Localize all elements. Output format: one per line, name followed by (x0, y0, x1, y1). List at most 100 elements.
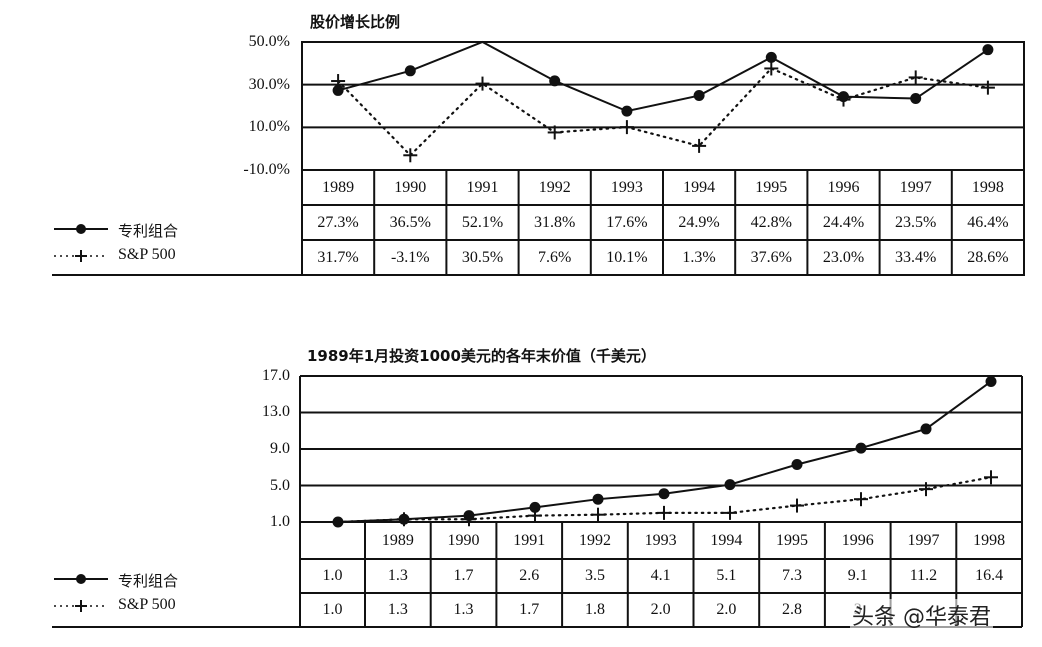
legend-patent-marker (52, 222, 112, 236)
legend-sp-label: S&P 500 (118, 246, 176, 263)
legend-sp-marker-bottom (52, 599, 112, 613)
dotted-plus-marker-icon (54, 250, 108, 262)
top-baseline-divider (52, 274, 1024, 276)
bottom-ytick-13: 13.0 (262, 403, 290, 420)
circle-marker-icon (398, 513, 410, 525)
bottom-patent-cell: 5.1 (716, 567, 737, 584)
circle-marker-icon (791, 459, 803, 471)
legend-patent-label: 专利组合 (118, 222, 179, 240)
bottom-year-header: 1991 (513, 532, 546, 549)
circle-marker-icon (985, 375, 997, 387)
dotted-plus-marker-icon (54, 600, 108, 612)
circle-marker-icon (693, 90, 705, 102)
bottom-patent-cell: 1.7 (453, 567, 474, 584)
top-patent-cell: 46.4% (967, 214, 1009, 231)
legend-sp-label-bottom: S&P 500 (118, 596, 176, 613)
bottom-patent-cell: 7.3 (782, 567, 803, 584)
top-year-header: 1989 (322, 179, 355, 196)
bottom-ytick-9: 9.0 (270, 440, 290, 457)
top-ytick-30: 30.0% (248, 76, 290, 93)
top-year-header: 1994 (683, 179, 716, 196)
top-patent-cell: 27.3% (317, 214, 359, 231)
bottom-chart-title: 1989年1月投资1000美元的各年末价值（千美元） (307, 347, 656, 365)
top-sp-cell: 33.4% (895, 249, 937, 266)
legend-patent-marker-bottom (52, 572, 112, 586)
bottom-year-header: 1995 (776, 532, 809, 549)
line-circle-marker-icon (54, 574, 108, 584)
top-patent-cell: 17.6% (606, 214, 648, 231)
top-year-header: 1993 (610, 179, 643, 196)
legend-patent-label-bottom: 专利组合 (118, 572, 179, 590)
bottom-ytick-5: 5.0 (270, 477, 290, 494)
circle-marker-icon (332, 516, 344, 528)
top-ytick-50: 50.0% (248, 33, 290, 50)
circle-marker-icon (404, 65, 416, 77)
bottom-sp-cell: 1.0 (322, 601, 343, 618)
top-sp-cell: -3.1% (390, 249, 430, 266)
bottom-sp-cell: 2.0 (716, 601, 737, 618)
watermark-text: 头条 @华泰君 (850, 599, 993, 631)
top-patent-cell: 24.9% (678, 214, 720, 231)
top-ytick-10: 10.0% (248, 118, 290, 135)
bottom-patent-cell: 9.1 (847, 567, 868, 584)
bottom-patent-cell: 1.0 (322, 567, 343, 584)
top-sp-cell: 10.1% (606, 249, 648, 266)
top-year-header: 1996 (827, 179, 860, 196)
top-ytick-neg10: -10.0% (243, 161, 290, 178)
bottom-patent-cell: 1.3 (387, 567, 408, 584)
top-sp-cell: 37.6% (750, 249, 792, 266)
circle-marker-icon (765, 51, 777, 63)
bottom-sp-cell: 1.8 (584, 601, 605, 618)
circle-marker-icon (910, 93, 922, 105)
top-patent-cell: 52.1% (461, 214, 504, 231)
top-patent-cell: 31.8% (534, 214, 576, 231)
bottom-year-header: 1998 (973, 532, 1006, 549)
bottom-sp-cell: 1.3 (387, 601, 408, 618)
top-year-header: 1991 (466, 179, 499, 196)
bottom-year-header: 1996 (841, 532, 874, 549)
top-chart-title: 股价增长比例 (310, 13, 401, 31)
bottom-baseline-divider (52, 626, 1022, 628)
top-sp-cell: 30.5% (461, 249, 504, 266)
bottom-year-header: 1990 (447, 532, 480, 549)
top-sp-cell: 7.6% (538, 249, 572, 266)
bottom-sp-cell: 2.0 (650, 601, 671, 618)
bottom-patent-cell: 3.5 (584, 567, 605, 584)
circle-marker-icon (982, 44, 994, 56)
circle-marker-icon (332, 84, 344, 96)
top-year-header: 1992 (538, 179, 571, 196)
bottom-patent-cell: 11.2 (909, 567, 938, 584)
circle-marker-icon (724, 479, 736, 491)
legend-sp-marker (52, 249, 112, 263)
circle-marker-icon (621, 105, 633, 117)
bottom-sp-cell: 1.7 (519, 601, 540, 618)
top-year-header: 1990 (394, 179, 427, 196)
circle-marker-icon (920, 423, 932, 435)
bottom-year-header: 1989 (381, 532, 414, 549)
circle-marker-icon (855, 442, 867, 454)
top-patent-cell: 23.5% (895, 214, 937, 231)
circle-marker-icon (529, 501, 541, 513)
circle-marker-icon (463, 510, 475, 522)
bottom-year-header: 1994 (710, 532, 743, 549)
top-year-header: 1995 (755, 179, 788, 196)
top-patent-cell: 42.8% (750, 214, 792, 231)
circle-marker-icon (592, 493, 604, 505)
top-sp-cell: 23.0% (822, 249, 865, 266)
bottom-year-header: 1992 (578, 532, 611, 549)
top-sp-cell: 31.7% (317, 249, 359, 266)
bottom-sp-cell: 1.3 (453, 601, 474, 618)
bottom-sp-cell: 2.8 (782, 601, 803, 618)
bottom-ytick-17: 17.0 (262, 367, 290, 384)
bottom-patent-cell: 2.6 (519, 567, 540, 584)
bottom-patent-cell: 16.4 (975, 567, 1004, 584)
top-sp-cell: 28.6% (967, 249, 1009, 266)
top-patent-cell: 24.4% (822, 214, 865, 231)
top-patent-cell: 36.5% (389, 214, 431, 231)
bottom-ytick-1: 1.0 (270, 513, 290, 530)
bottom-year-header: 1997 (907, 532, 940, 549)
circle-marker-icon (658, 488, 670, 500)
top-sp-cell: 1.3% (682, 249, 716, 266)
